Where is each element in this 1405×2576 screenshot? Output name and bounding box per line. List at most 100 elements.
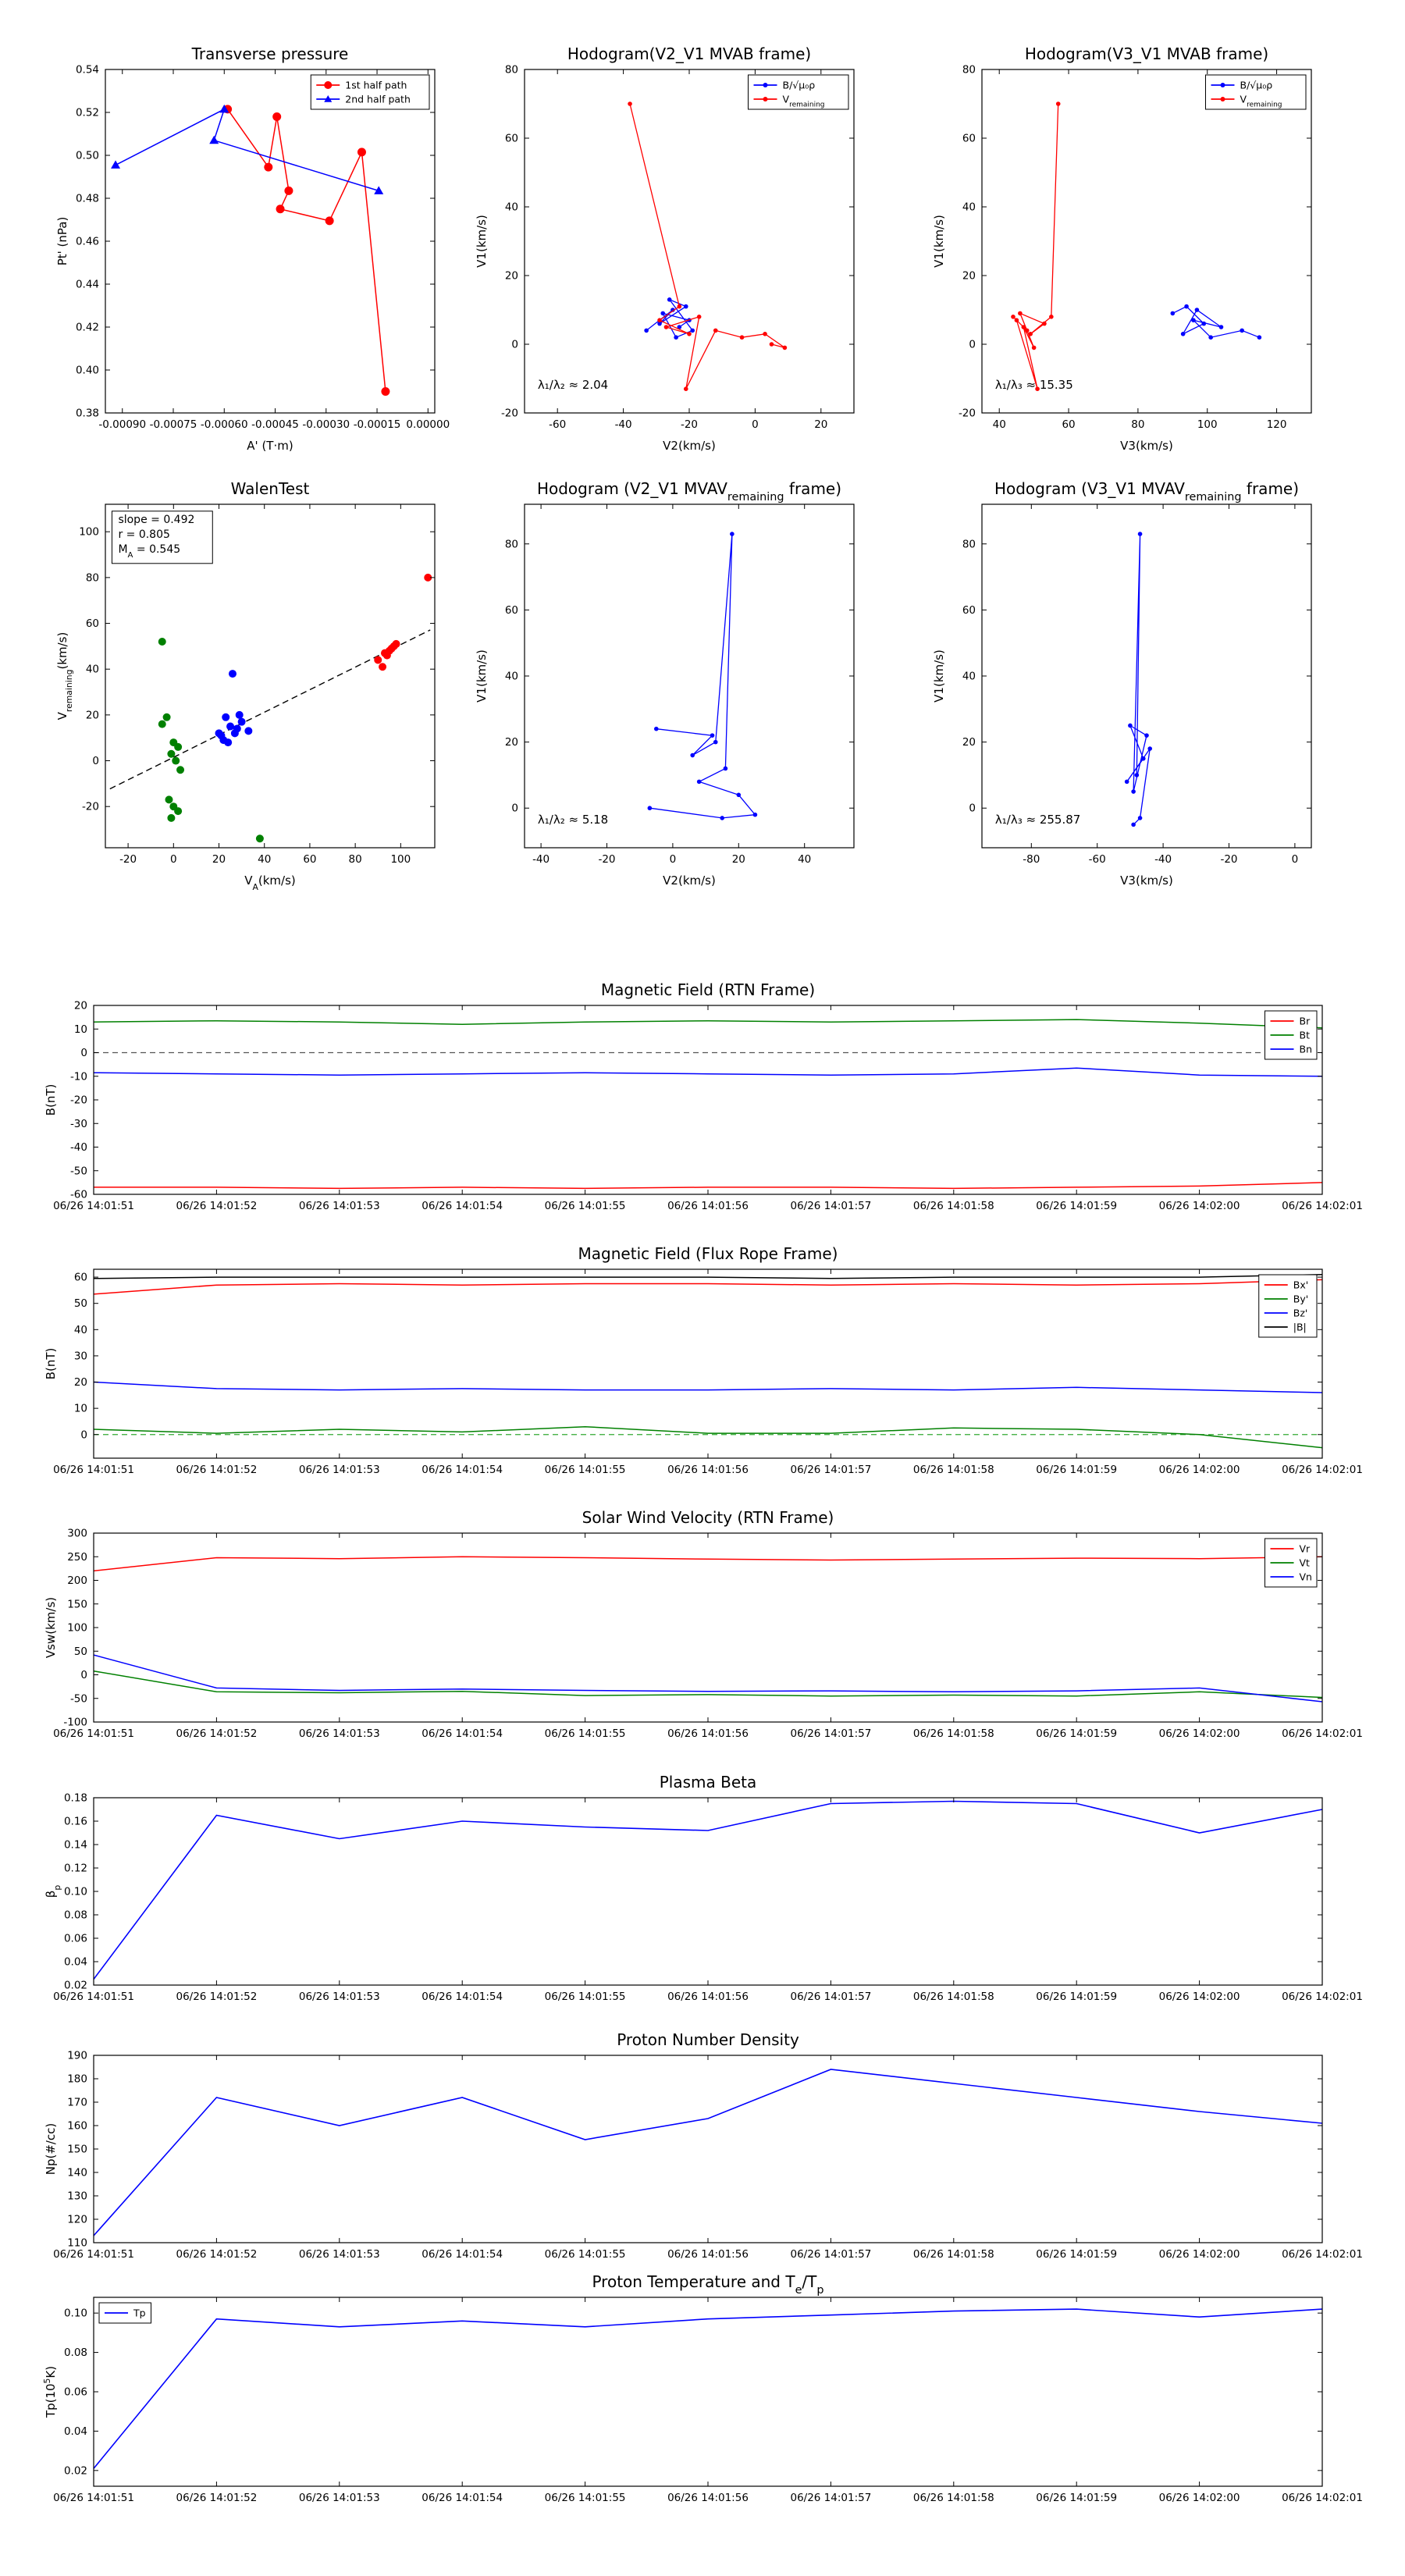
svg-text:06/26 14:01:54: 06/26 14:01:54 bbox=[422, 1200, 503, 1212]
svg-text:06/26 14:01:58: 06/26 14:01:58 bbox=[913, 2492, 994, 2504]
chart-hodogram-v3v1-mvab: 40 60 80 100 120 -20 0 20 40 60 80 Hodogram(V3_V1 M… bbox=[919, 21, 1357, 482]
svg-text:06/26 14:01:51: 06/26 14:01:51 bbox=[53, 2492, 134, 2504]
svg-text:06/26 14:01:57: 06/26 14:01:57 bbox=[790, 1464, 871, 1476]
chart-canvas: -20 0 20 40 60 80 100 -20 0 20 40 60 80 100 WalenTest V… bbox=[55, 479, 436, 892]
svg-text:Vremaining: Vremaining bbox=[1240, 94, 1282, 109]
svg-text:0.12: 0.12 bbox=[64, 1863, 87, 1875]
svg-text:-40: -40 bbox=[1154, 853, 1172, 866]
svg-text:100: 100 bbox=[79, 526, 99, 539]
svg-text:60: 60 bbox=[505, 133, 518, 145]
svg-text:0: 0 bbox=[170, 853, 177, 866]
svg-text:Proton Temperature and Te/Tp: Proton Temperature and Te/Tp bbox=[592, 2272, 823, 2297]
svg-text:A' (T·m): A' (T·m) bbox=[247, 439, 293, 453]
svg-text:Np(#/cc): Np(#/cc) bbox=[44, 2123, 58, 2176]
svg-text:06/26 14:02:01: 06/26 14:02:01 bbox=[1282, 1464, 1363, 1476]
svg-text:80: 80 bbox=[1131, 418, 1144, 431]
svg-text:06/26 14:01:55: 06/26 14:01:55 bbox=[545, 1727, 626, 1740]
chart-proton-number-density: 06/26 14:01:51 06/26 14:01:52 06/26 14:01:… bbox=[31, 2018, 1374, 2297]
svg-text:B(nT): B(nT) bbox=[44, 1348, 58, 1380]
chart-solar-wind-velocity: 06/26 14:01:51 06/26 14:01:52 06/26 14:01:… bbox=[31, 1496, 1374, 1777]
svg-text:06/26 14:01:58: 06/26 14:01:58 bbox=[913, 1200, 994, 1212]
svg-text:20: 20 bbox=[732, 853, 745, 866]
svg-text:06/26 14:01:53: 06/26 14:01:53 bbox=[299, 1727, 380, 1740]
svg-text:06/26 14:01:58: 06/26 14:01:58 bbox=[913, 2248, 994, 2261]
chart-canvas: 06/26 14:01:51 06/26 14:01:52 06/26 14:01:… bbox=[44, 1244, 1363, 1476]
svg-text:80: 80 bbox=[349, 853, 362, 866]
svg-text:V1(km/s): V1(km/s) bbox=[932, 215, 946, 268]
svg-text:40: 40 bbox=[505, 201, 518, 214]
svg-text:Bx': Bx' bbox=[1293, 1279, 1308, 1291]
svg-text:-0.00045: -0.00045 bbox=[251, 418, 299, 431]
svg-text:0: 0 bbox=[969, 802, 976, 815]
svg-text:-80: -80 bbox=[1023, 853, 1040, 866]
svg-text:Plasma Beta: Plasma Beta bbox=[660, 1773, 757, 1791]
svg-text:-60: -60 bbox=[70, 1189, 87, 1201]
svg-text:0.02: 0.02 bbox=[64, 2464, 87, 2477]
svg-text:40: 40 bbox=[86, 664, 99, 676]
svg-text:06/26 14:01:57: 06/26 14:01:57 bbox=[790, 2492, 871, 2504]
chart-canvas: -80 -60 -40 -20 0 0 20 40 60 80 Hodogram (V3_V1 MV… bbox=[932, 479, 1312, 888]
chart-magnetic-field-rtn: 06/26 14:01:51 06/26 14:01:52 06/26 14:01:… bbox=[31, 968, 1374, 1249]
svg-text:100: 100 bbox=[1197, 418, 1218, 431]
svg-text:0.14: 0.14 bbox=[64, 1839, 87, 1852]
svg-text:180: 180 bbox=[67, 2073, 87, 2086]
svg-text:0.10: 0.10 bbox=[64, 1886, 87, 1898]
svg-text:0.52: 0.52 bbox=[76, 107, 99, 119]
svg-text:Vremaining: Vremaining bbox=[783, 94, 825, 109]
svg-text:-0.00015: -0.00015 bbox=[354, 418, 401, 431]
chart-proton-temperature: 06/26 14:01:51 06/26 14:01:52 06/26 14:01:… bbox=[31, 2260, 1374, 2541]
svg-text:Vr: Vr bbox=[1300, 1543, 1311, 1555]
svg-text:06/26 14:01:54: 06/26 14:01:54 bbox=[422, 2492, 503, 2504]
svg-text:06/26 14:01:52: 06/26 14:01:52 bbox=[176, 2492, 257, 2504]
svg-text:150: 150 bbox=[67, 2144, 87, 2156]
svg-text:06/26 14:01:56: 06/26 14:01:56 bbox=[667, 2248, 749, 2261]
svg-text:0.54: 0.54 bbox=[76, 64, 99, 76]
svg-text:100: 100 bbox=[390, 853, 411, 866]
svg-text:Vn: Vn bbox=[1300, 1571, 1312, 1583]
svg-text:Hodogram(V3_V1 MVAB frame): Hodogram(V3_V1 MVAB frame) bbox=[1025, 44, 1268, 63]
svg-text:40: 40 bbox=[74, 1324, 87, 1336]
svg-text:-60: -60 bbox=[549, 418, 566, 431]
svg-text:06/26 14:01:55: 06/26 14:01:55 bbox=[545, 2248, 626, 2261]
svg-text:06/26 14:01:59: 06/26 14:01:59 bbox=[1036, 2492, 1117, 2504]
svg-text:06/26 14:01:58: 06/26 14:01:58 bbox=[913, 1727, 994, 1740]
svg-text:0: 0 bbox=[511, 802, 518, 815]
svg-text:06/26 14:01:56: 06/26 14:01:56 bbox=[667, 1991, 749, 2003]
svg-text:20: 20 bbox=[212, 853, 226, 866]
svg-text:06/26 14:02:01: 06/26 14:02:01 bbox=[1282, 2248, 1363, 2261]
svg-text:B/√μ₀ρ: B/√μ₀ρ bbox=[1240, 80, 1273, 91]
chart-canvas: 06/26 14:01:51 06/26 14:01:52 06/26 14:01:… bbox=[44, 2030, 1363, 2261]
svg-text:06/26 14:02:01: 06/26 14:02:01 bbox=[1282, 1200, 1363, 1212]
svg-text:06/26 14:01:51: 06/26 14:01:51 bbox=[53, 1727, 134, 1740]
svg-text:170: 170 bbox=[67, 2097, 87, 2109]
svg-text:06/26 14:01:52: 06/26 14:01:52 bbox=[176, 1727, 257, 1740]
svg-text:250: 250 bbox=[67, 1551, 87, 1564]
svg-text:06/26 14:01:57: 06/26 14:01:57 bbox=[790, 1200, 871, 1212]
svg-text:06/26 14:01:53: 06/26 14:01:53 bbox=[299, 1200, 380, 1212]
svg-text:06/26 14:01:57: 06/26 14:01:57 bbox=[790, 2248, 871, 2261]
svg-text:20: 20 bbox=[962, 736, 976, 749]
svg-text:Hodogram (V3_V1 MVAVremaining: Hodogram (V3_V1 MVAVremaining frame) bbox=[994, 479, 1299, 503]
svg-text:VA(km/s): VA(km/s) bbox=[244, 873, 296, 892]
svg-text:80: 80 bbox=[962, 538, 976, 550]
svg-text:Bn: Bn bbox=[1300, 1044, 1313, 1055]
svg-text:Vt: Vt bbox=[1300, 1557, 1311, 1569]
svg-text:βp: βp bbox=[44, 1885, 62, 1898]
svg-text:60: 60 bbox=[1062, 418, 1075, 431]
svg-text:06/26 14:01:59: 06/26 14:01:59 bbox=[1036, 1200, 1117, 1212]
svg-text:Bz': Bz' bbox=[1293, 1308, 1308, 1319]
svg-text:06/26 14:02:00: 06/26 14:02:00 bbox=[1159, 2492, 1240, 2504]
svg-text:Tp(105K): Tp(105K) bbox=[42, 2366, 59, 2418]
svg-text:06/26 14:02:01: 06/26 14:02:01 bbox=[1282, 1991, 1363, 2003]
svg-text:06/26 14:02:00: 06/26 14:02:00 bbox=[1159, 1464, 1240, 1476]
svg-text:-0.00060: -0.00060 bbox=[201, 418, 248, 431]
svg-text:Tp: Tp bbox=[133, 2307, 146, 2319]
chart-canvas: 06/26 14:01:51 06/26 14:01:52 06/26 14:01:… bbox=[44, 980, 1363, 1212]
svg-text:-20: -20 bbox=[501, 407, 518, 420]
svg-text:0: 0 bbox=[80, 1047, 87, 1059]
svg-text:80: 80 bbox=[86, 571, 99, 584]
svg-text:0.40: 0.40 bbox=[76, 365, 99, 377]
svg-text:06/26 14:01:59: 06/26 14:01:59 bbox=[1036, 1727, 1117, 1740]
svg-text:0.50: 0.50 bbox=[76, 150, 99, 162]
svg-text:0: 0 bbox=[1292, 853, 1299, 866]
